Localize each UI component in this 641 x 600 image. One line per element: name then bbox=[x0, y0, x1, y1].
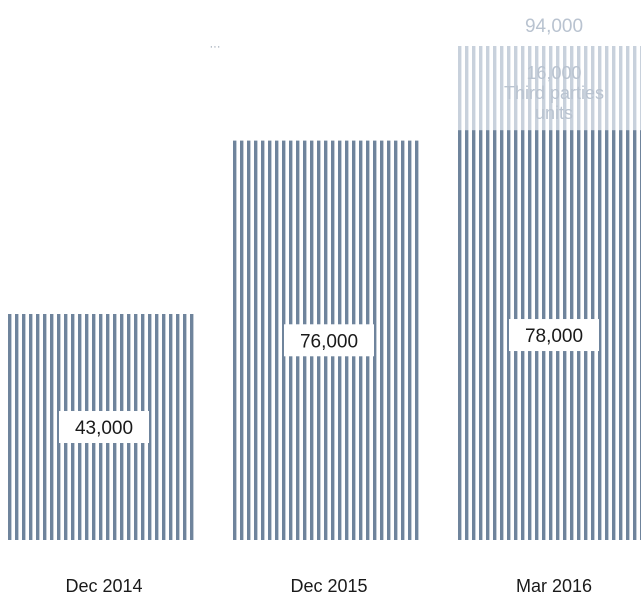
bar-3-extension bbox=[458, 46, 641, 131]
category-label-2: Dec 2015 bbox=[290, 576, 367, 596]
bar-value-label-3-box bbox=[509, 319, 599, 352]
category-label-3: Mar 2016 bbox=[516, 576, 592, 596]
extension-text-label-2: units bbox=[535, 103, 573, 123]
category-label-1: Dec 2014 bbox=[65, 576, 142, 596]
labels-layer: 43,000 Dec 2014 76,000 Dec 2015 78,000 Mar 20… bbox=[59, 16, 604, 596]
bar-value-label-1-box bbox=[59, 411, 149, 444]
total-value-label: 94,000 bbox=[525, 16, 583, 37]
bar-value-label-3: 78,000 bbox=[525, 326, 583, 347]
extension-value-label: 16,000 bbox=[526, 63, 581, 83]
bar-value-label-2-box bbox=[284, 324, 374, 357]
bar-value-label-1: 43,000 bbox=[75, 418, 133, 439]
bar-value-label-2: 76,000 bbox=[300, 331, 358, 352]
extension-text-label-1: Third parties bbox=[504, 83, 604, 103]
stray-mark: ··· bbox=[210, 41, 221, 53]
